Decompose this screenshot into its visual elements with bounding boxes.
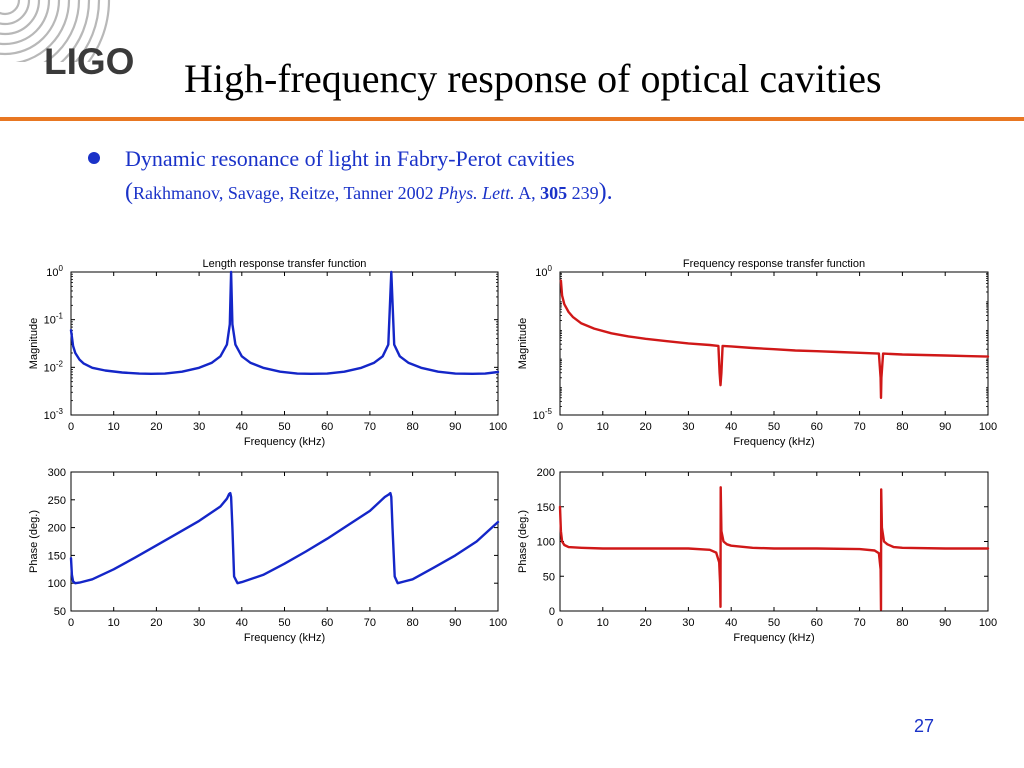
x-tick-label: 100 (979, 421, 997, 433)
y-tick-label: 10-5 (533, 407, 553, 422)
chart-title: Frequency response transfer function (683, 258, 865, 270)
bullet-text: Dynamic resonance of light in Fabry-Pero… (125, 146, 575, 171)
x-tick-label: 30 (682, 421, 694, 433)
x-tick-label: 40 (236, 421, 248, 433)
x-tick-label: 60 (321, 617, 333, 629)
x-tick-label: 50 (278, 617, 290, 629)
plot-area (70, 271, 499, 416)
y-tick-label: 150 (537, 502, 555, 514)
x-axis-label: Frequency (kHz) (244, 632, 325, 644)
x-tick-label: 0 (557, 421, 563, 433)
x-tick-label: 20 (150, 617, 162, 629)
x-tick-label: 50 (768, 421, 780, 433)
y-tick-label: 10-3 (44, 407, 64, 422)
x-tick-label: 10 (108, 421, 120, 433)
chart-2: 0 10 20 30 40 50 60 70 80 90 100 100 10-5 Frequency r… (517, 258, 997, 448)
x-tick-label: 0 (557, 617, 563, 629)
y-axis-label: Magnitude (28, 318, 40, 369)
x-tick-label: 40 (236, 617, 248, 629)
citation-section: A, (514, 183, 541, 203)
x-axis-label: Frequency (kHz) (733, 436, 814, 448)
x-tick-label: 30 (193, 617, 205, 629)
y-tick-label: 100 (535, 264, 552, 279)
x-tick-label: 90 (939, 421, 951, 433)
x-tick-label: 10 (597, 421, 609, 433)
x-tick-label: 10 (597, 617, 609, 629)
y-axis-label: Phase (deg.) (517, 510, 529, 573)
x-tick-label: 70 (364, 421, 376, 433)
x-tick-label: 80 (896, 421, 908, 433)
y-tick-label: 200 (48, 523, 66, 535)
x-tick-label: 20 (150, 421, 162, 433)
y-tick-label: 0 (549, 606, 555, 618)
plot-area (559, 471, 989, 612)
y-tick-label: 50 (54, 606, 66, 618)
citation-open: ( (125, 179, 133, 205)
x-tick-label: 80 (406, 617, 418, 629)
x-tick-label: 100 (979, 617, 997, 629)
x-tick-label: 20 (639, 421, 651, 433)
y-tick-label: 250 (48, 495, 66, 507)
y-tick-label: 10-2 (44, 359, 64, 374)
x-tick-label: 60 (321, 421, 333, 433)
chart-3: 0 10 20 30 40 50 60 70 80 90 100 300 250 200 150 100 50 F… (28, 467, 507, 644)
plot-area (559, 271, 989, 416)
y-tick-label: 50 (543, 571, 555, 583)
series-line (559, 279, 990, 399)
x-tick-label: 70 (853, 617, 865, 629)
x-tick-label: 70 (853, 421, 865, 433)
chart-1: 0 10 20 30 40 50 60 70 80 90 100 100 10-1 10-2 10-3 Len… (28, 258, 507, 448)
y-tick-label: 10-1 (44, 312, 64, 327)
y-tick-label: 200 (537, 467, 555, 479)
x-tick-label: 0 (68, 421, 74, 433)
x-tick-label: 100 (489, 617, 507, 629)
citation: (Rakhmanov, Savage, Reitze, Tanner 2002 … (125, 179, 613, 206)
y-axis-label: Magnitude (517, 318, 529, 369)
x-tick-label: 60 (811, 617, 823, 629)
chart-4: 0 10 20 30 40 50 60 70 80 90 100 200 150 100 50 0 Freque… (517, 467, 997, 644)
x-tick-label: 60 (811, 421, 823, 433)
x-tick-label: 20 (639, 617, 651, 629)
citation-close: ). (598, 179, 613, 205)
x-tick-label: 80 (406, 421, 418, 433)
series-line (558, 486, 990, 611)
x-tick-label: 0 (68, 617, 74, 629)
y-axis-label: Phase (deg.) (28, 510, 40, 573)
x-tick-label: 100 (489, 421, 507, 433)
x-tick-label: 30 (682, 617, 694, 629)
y-tick-label: 300 (48, 467, 66, 479)
y-tick-label: 100 (537, 537, 555, 549)
y-tick-label: 100 (46, 264, 63, 279)
ligo-logo-arcs (0, 0, 111, 62)
x-tick-label: 90 (449, 421, 461, 433)
series-line (69, 491, 500, 585)
page-number: 27 (914, 716, 935, 736)
x-tick-label: 80 (896, 617, 908, 629)
x-axis-label: Frequency (kHz) (733, 632, 814, 644)
x-tick-label: 90 (939, 617, 951, 629)
x-axis-label: Frequency (kHz) (244, 436, 325, 448)
y-tick-label: 150 (48, 550, 66, 562)
x-tick-label: 70 (364, 617, 376, 629)
citation-authors: Rakhmanov, Savage, Reitze, Tanner 2002 (133, 183, 439, 203)
figure-panel: 0 10 20 30 40 50 60 70 80 90 10010010-110-210-3Len… (28, 258, 997, 644)
chart-title: Length response transfer function (203, 258, 367, 270)
x-tick-label: 40 (725, 617, 737, 629)
x-tick-label: 50 (768, 617, 780, 629)
plot-area (70, 471, 499, 612)
title-divider (0, 117, 1024, 121)
bullet-icon (88, 152, 100, 164)
series-line (69, 270, 500, 375)
x-tick-label: 40 (725, 421, 737, 433)
x-tick-label: 30 (193, 421, 205, 433)
x-tick-label: 90 (449, 617, 461, 629)
citation-page: 239 (567, 183, 599, 203)
citation-journal: Phys. Lett. (438, 183, 515, 203)
x-tick-label: 10 (108, 617, 120, 629)
ligo-logo: LIGO (44, 41, 135, 82)
x-tick-label: 50 (278, 421, 290, 433)
y-tick-label: 100 (48, 578, 66, 590)
slide-title: High-frequency response of optical cavit… (184, 56, 882, 101)
citation-volume: 305 (540, 183, 568, 203)
